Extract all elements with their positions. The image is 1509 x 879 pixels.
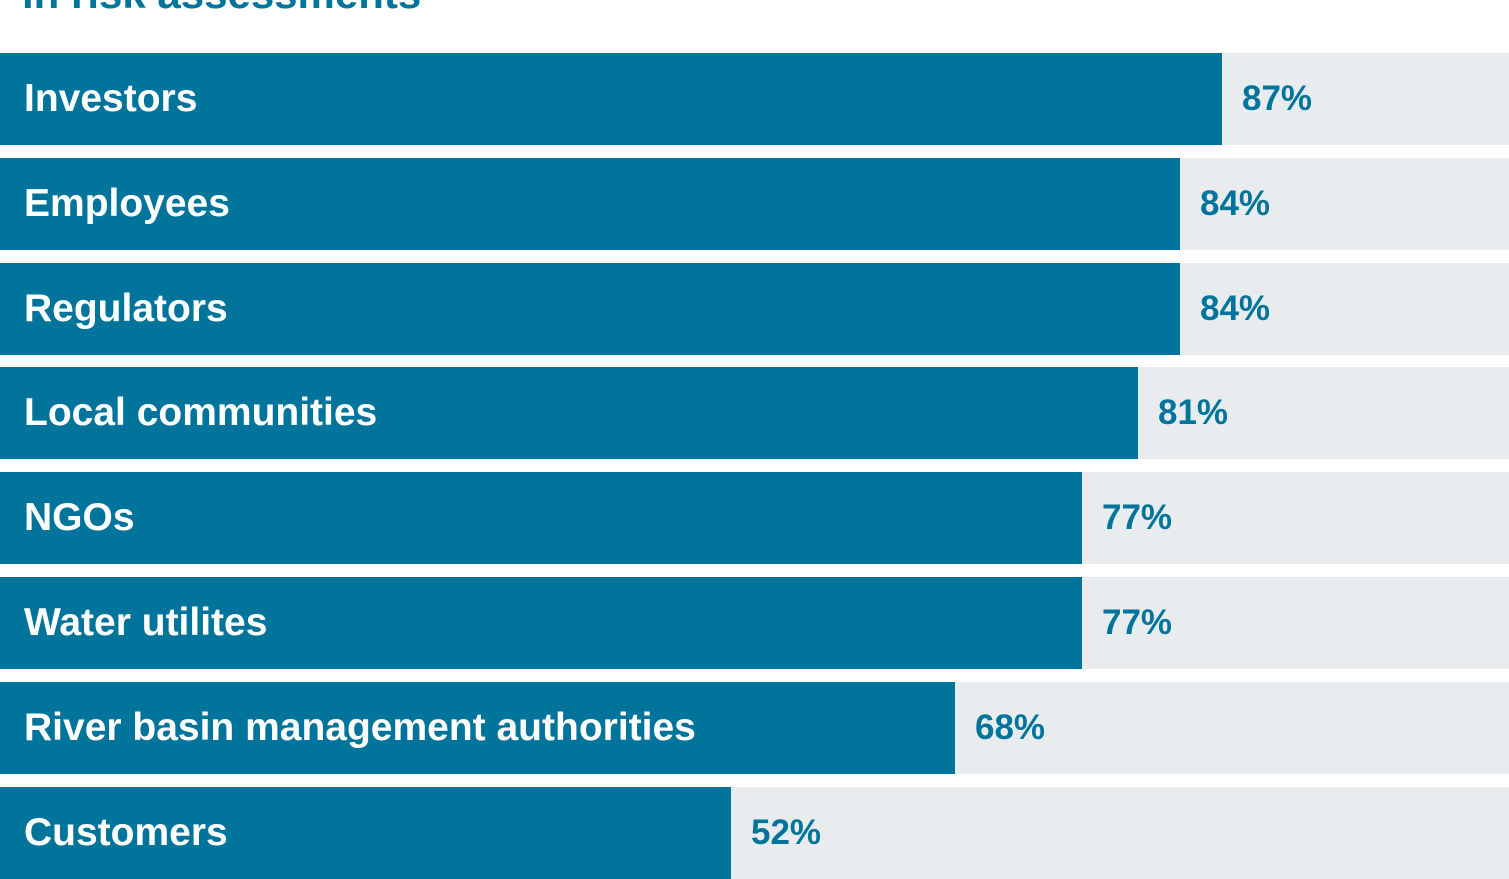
value-label: 81% [1158, 393, 1229, 432]
category-label: Customers [24, 811, 228, 854]
value-label: 77% [1102, 603, 1173, 642]
category-label: Investors [24, 77, 198, 120]
bar: Employees [0, 158, 1180, 250]
bar-row: Investors 87% [0, 53, 1509, 145]
bar: Regulators [0, 263, 1180, 355]
bar-row: Employees 84% [0, 158, 1509, 250]
bar: Water utilites [0, 577, 1082, 669]
category-label: Employees [24, 182, 230, 225]
value-label: 87% [1242, 79, 1313, 118]
bar-row: River basin management authorities 68% [0, 682, 1509, 774]
bar: Local communities [0, 367, 1138, 459]
bar-row: Water utilites 77% [0, 577, 1509, 669]
value-label: 52% [751, 813, 822, 852]
value-label: 84% [1200, 184, 1271, 223]
bar-row: NGOs 77% [0, 472, 1509, 564]
bar: Customers [0, 787, 731, 879]
value-label: 77% [1102, 498, 1173, 537]
category-label: Regulators [24, 287, 228, 330]
bar: River basin management authorities [0, 682, 955, 774]
bar: Investors [0, 53, 1222, 145]
category-label: Local communities [24, 391, 378, 434]
chart-title: in risk assessments [22, 0, 421, 15]
category-label: River basin management authorities [24, 706, 696, 749]
bar: NGOs [0, 472, 1082, 564]
category-label: NGOs [24, 496, 135, 539]
bar-chart: Investors 87% Employees 84% Regulators 84% Loc… [0, 53, 1509, 879]
bar-row: Regulators 84% [0, 263, 1509, 355]
value-label: 84% [1200, 289, 1271, 328]
value-label: 68% [975, 708, 1046, 747]
bar-row: Customers 52% [0, 787, 1509, 879]
bar-row: Local communities 81% [0, 367, 1509, 459]
category-label: Water utilites [24, 601, 268, 644]
